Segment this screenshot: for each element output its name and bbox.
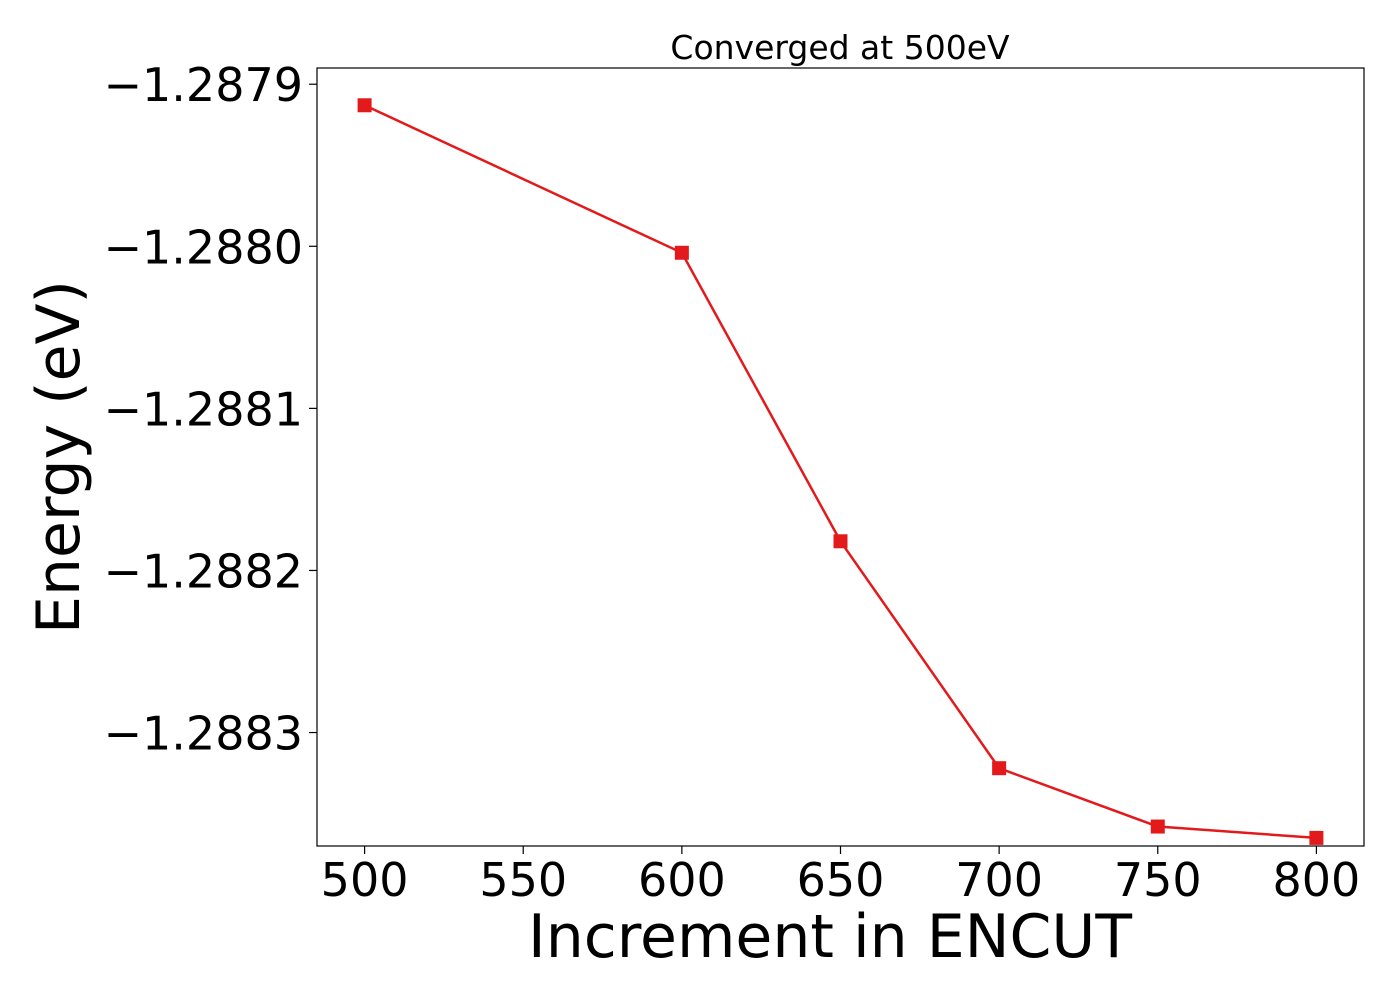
x-tick-label: 600 (638, 853, 726, 907)
y-axis-label: Energy (eV) (24, 280, 94, 634)
x-tick-label: 650 (797, 853, 885, 907)
data-point-marker (1309, 830, 1324, 845)
y-tick-label: −1.2881 (104, 382, 304, 436)
x-tick-label: 800 (1273, 853, 1361, 907)
data-point-marker (992, 761, 1007, 776)
data-point-marker (674, 245, 689, 260)
series-line (364, 104, 1317, 840)
x-axis-label: Increment in ENCUT (528, 902, 1132, 972)
y-tick-label: −1.2880 (104, 220, 304, 274)
y-tick-label: −1.2882 (104, 544, 304, 598)
x-tick-label: 700 (955, 853, 1043, 907)
x-tick-label: 550 (479, 853, 567, 907)
data-point-marker (357, 98, 372, 113)
data-point-marker (1150, 819, 1165, 834)
y-tick-label: −1.2883 (104, 707, 304, 761)
plot-frame (316, 67, 1365, 847)
x-axis-ticks: 500 550 600 650 700 750 800 (321, 846, 1361, 907)
y-tick-label: −1.2879 (104, 58, 304, 112)
data-point-marker (833, 534, 848, 549)
y-axis-ticks: −1.2879 −1.2880 −1.2881 −1.2882 −1.2883 (104, 58, 317, 761)
x-tick-label: 750 (1114, 853, 1202, 907)
chart-title: Converged at 500eV (670, 28, 1010, 67)
series-layer (357, 98, 1324, 845)
x-tick-label: 500 (321, 853, 409, 907)
